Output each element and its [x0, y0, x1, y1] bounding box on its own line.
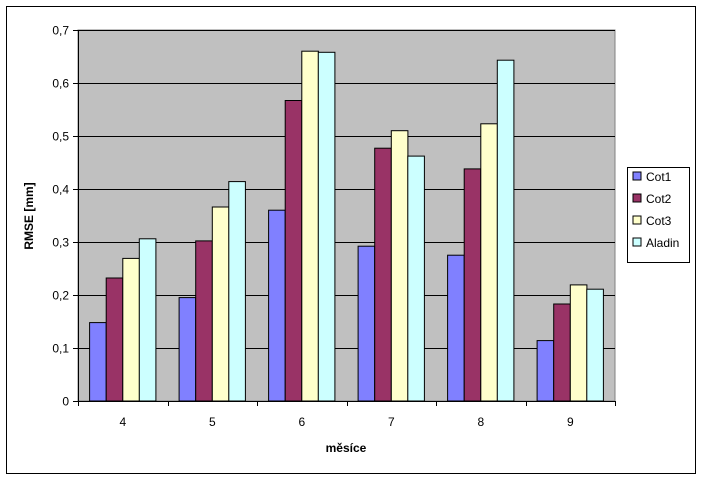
legend-swatch-cot2	[632, 193, 642, 203]
bar-cot3-8	[480, 123, 498, 402]
bar-cot2-8	[463, 168, 482, 402]
y-tick-label: 0	[62, 395, 69, 409]
x-tick-label: 9	[567, 415, 574, 429]
legend-box	[627, 167, 690, 263]
y-tick-label: 0,7	[52, 24, 69, 38]
x-tick-label: 8	[477, 415, 484, 429]
bar-cot1-7	[357, 245, 376, 402]
plot-background	[77, 29, 616, 402]
y-tick-label: 0,6	[52, 77, 69, 91]
x-tick-label: 6	[298, 415, 305, 429]
bar-cot3-4	[122, 257, 140, 402]
legend-label-cot1: Cot1	[646, 170, 672, 184]
x-tick-label: 7	[388, 415, 395, 429]
legend: Cot1 Cot2 Cot3 Aladin	[627, 167, 690, 263]
y-axis-title: RMSE [mm]	[22, 182, 36, 249]
x-axis-title: měsíce	[326, 441, 367, 455]
gridlines	[78, 30, 615, 349]
x-tick-labels: 4 5 6 7 8 9	[119, 415, 574, 429]
bar-cot2-4	[105, 277, 124, 402]
y-tick-label: 0,3	[52, 236, 69, 250]
bar-cot1-9	[536, 340, 555, 402]
legend-label-cot2: Cot2	[646, 192, 672, 206]
bar-aladin-4	[138, 238, 157, 402]
bar-aladin-7	[407, 155, 425, 402]
bar-aladin-9	[586, 288, 604, 402]
y-tick-labels: 0 0,1 0,2 0,3 0,4 0,5 0,6 0,7	[52, 24, 69, 409]
bar-cot2-5	[195, 240, 213, 402]
legend-swatch-aladin	[632, 237, 642, 247]
bar-cot3-9	[569, 284, 588, 402]
x-tick-label: 5	[209, 415, 216, 429]
legend-swatch-cot1	[632, 171, 642, 181]
bar-aladin-6	[317, 51, 336, 402]
bar-cot1-6	[268, 209, 286, 402]
legend-label-cot3: Cot3	[646, 214, 672, 228]
bar-cot1-8	[447, 254, 465, 402]
y-tick-label: 0,2	[52, 289, 69, 303]
bar-cot1-5	[178, 297, 197, 402]
bar-cot2-7	[374, 147, 392, 402]
bar-cot1-4	[89, 322, 107, 402]
axes	[73, 30, 616, 406]
y-tick-label: 0,1	[52, 342, 69, 356]
y-tick-label: 0,4	[52, 183, 69, 197]
bar-aladin-5	[228, 181, 246, 402]
bar-aladin-8	[496, 59, 515, 402]
bar-cot3-6	[301, 50, 319, 402]
legend-swatch-cot3	[632, 215, 642, 225]
bar-cot3-7	[390, 130, 409, 402]
bar-cot3-5	[211, 206, 230, 402]
bars	[89, 50, 604, 402]
bar-cot2-6	[284, 100, 303, 402]
y-tick-label: 0,5	[52, 130, 69, 144]
bar-cot2-9	[553, 303, 571, 402]
legend-label-aladin: Aladin	[646, 236, 679, 250]
x-tick-label: 4	[119, 415, 126, 429]
